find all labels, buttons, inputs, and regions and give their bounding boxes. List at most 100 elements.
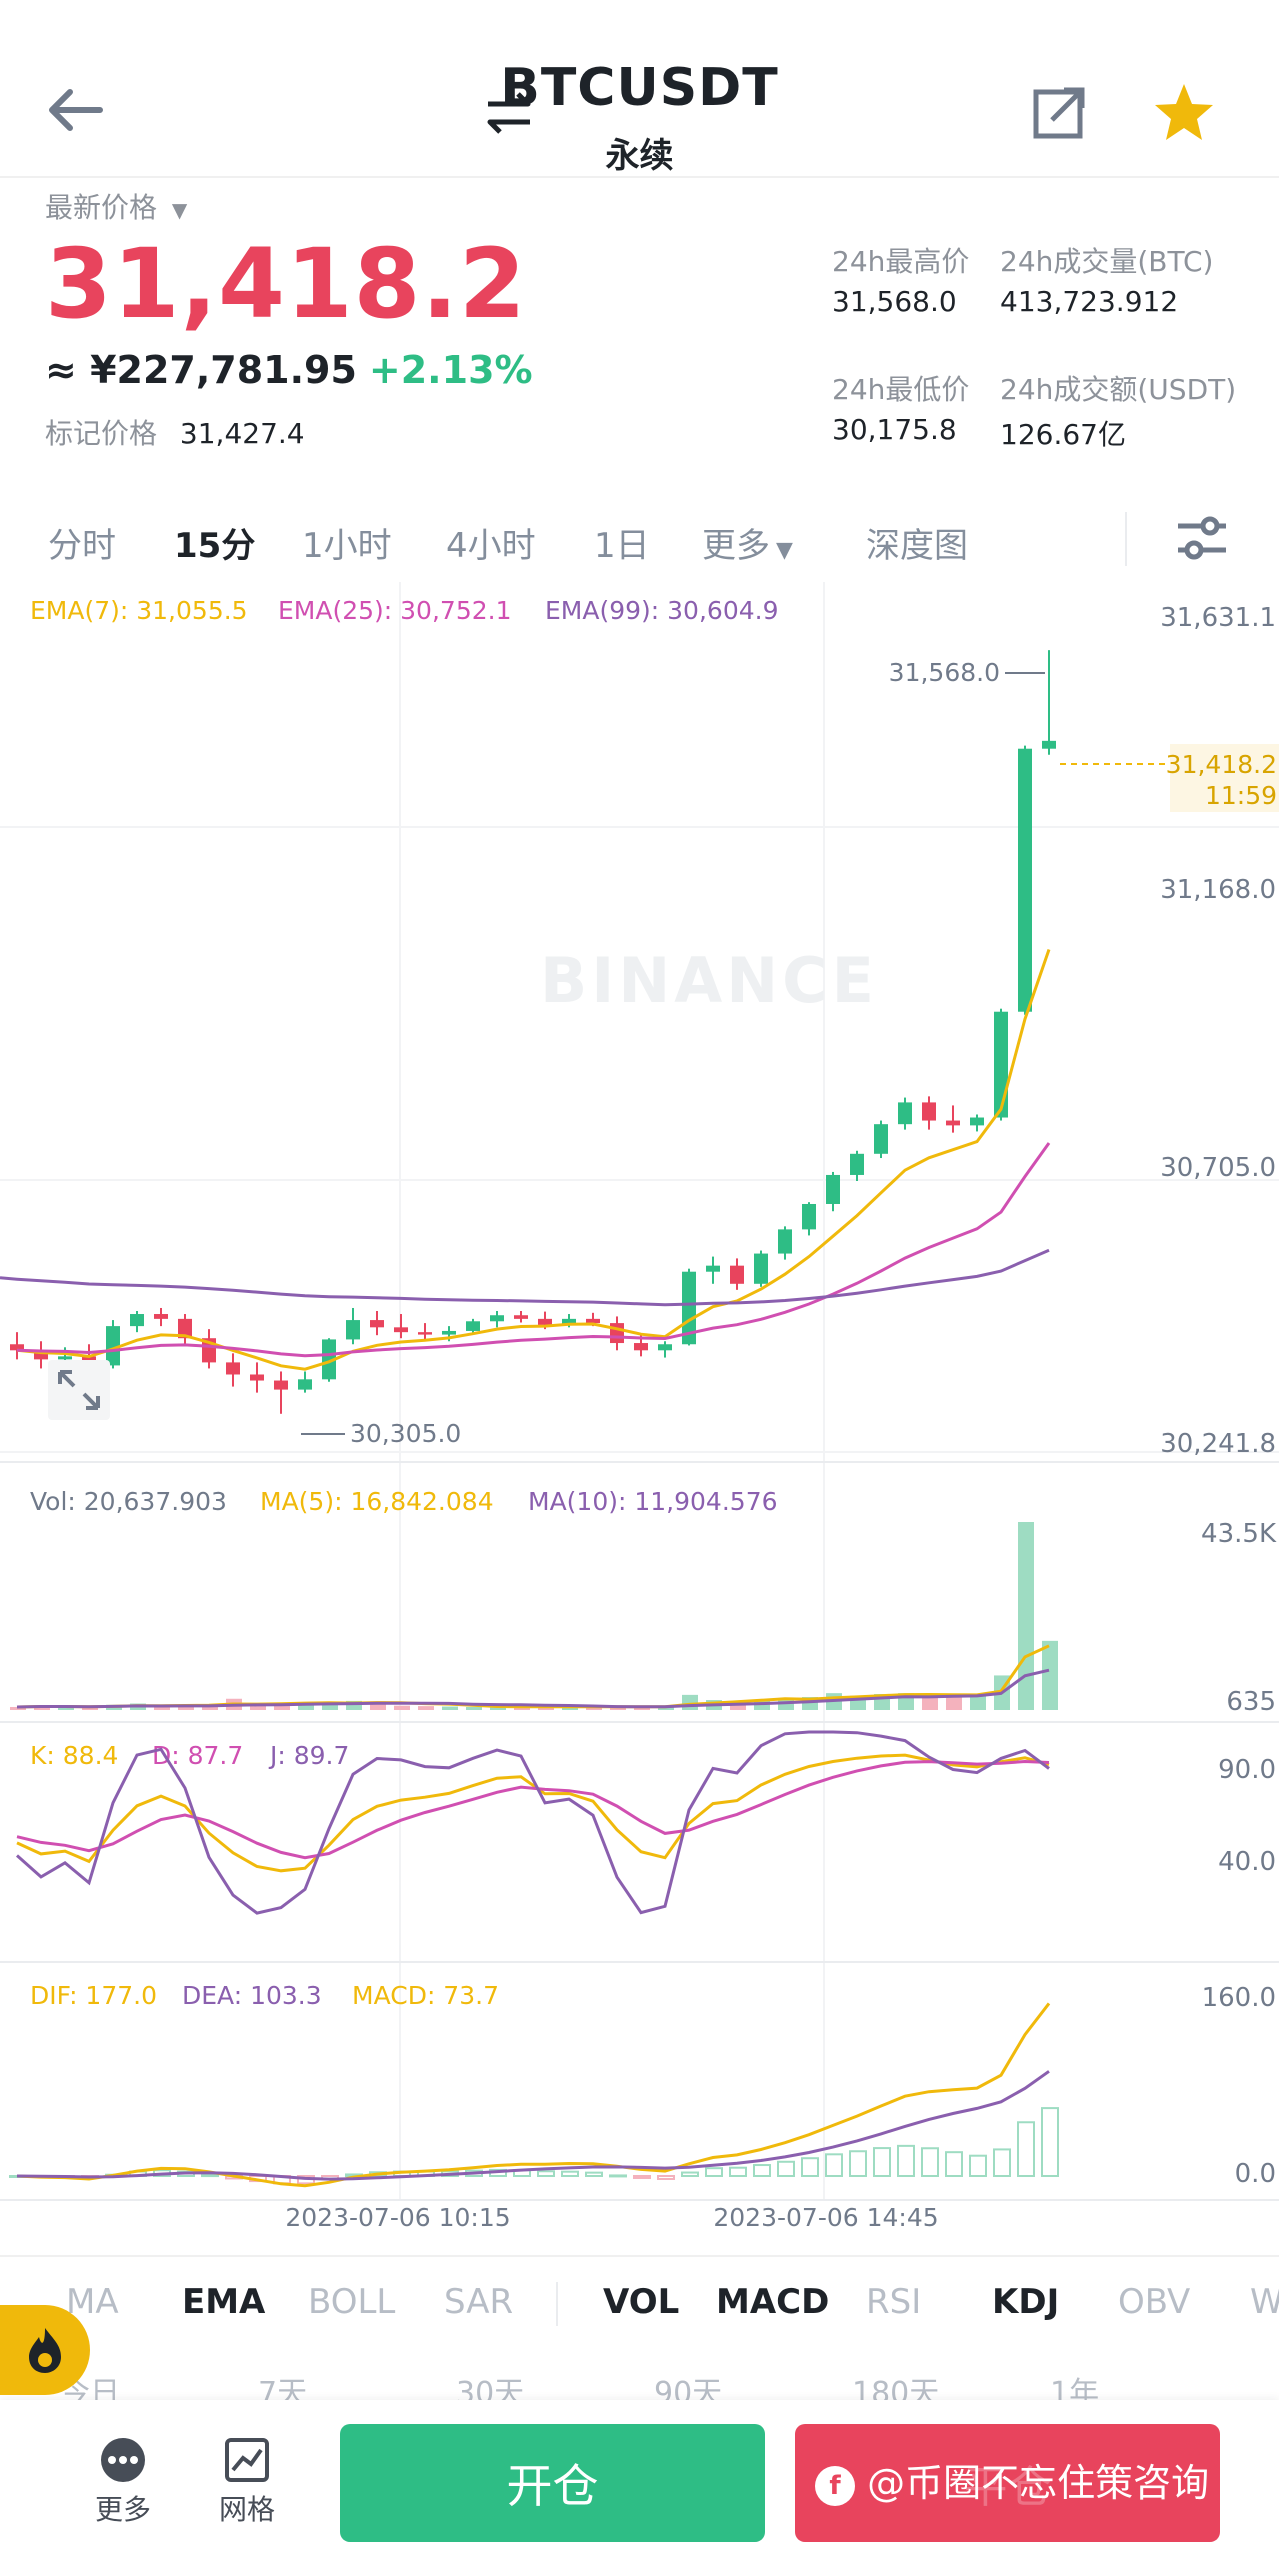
favorite-button[interactable] xyxy=(1152,80,1216,144)
candle-body xyxy=(658,1344,672,1351)
candle-body xyxy=(394,1327,408,1333)
candle-body xyxy=(130,1314,144,1327)
hot-button[interactable] xyxy=(0,2305,90,2395)
arrow-left-icon xyxy=(49,89,103,131)
macd-bar xyxy=(1041,2107,1059,2177)
volume-bar xyxy=(514,1706,530,1710)
grid-chart-icon xyxy=(225,2438,269,2482)
tab-divider xyxy=(1125,512,1127,566)
macd-dea-legend: DEA: 103.3 xyxy=(182,1981,322,2010)
watermark-logo-icon: f xyxy=(815,2465,855,2506)
indicator-kdj[interactable]: KDJ xyxy=(992,2282,1060,2322)
macd-value-legend: MACD: 73.7 xyxy=(352,1981,499,2010)
macd-legend: DIF: 177.0 DEA: 103.3 MACD: 73.7 xyxy=(30,1981,499,2010)
candle xyxy=(178,1314,192,1345)
tab-more[interactable]: 更多 ▼ xyxy=(702,518,793,567)
volume-bar xyxy=(178,1705,194,1710)
latest-price-selector[interactable]: 最新价格 ▼ xyxy=(45,186,187,226)
volume-bar xyxy=(562,1706,578,1710)
chart-settings-button[interactable] xyxy=(1174,514,1230,564)
flame-icon xyxy=(29,2328,61,2373)
macd-bar xyxy=(657,2175,675,2180)
macd-histogram xyxy=(9,2107,1059,2185)
latest-price-label: 最新价格 xyxy=(45,191,158,224)
kdj-j-legend: J: 89.7 xyxy=(268,1741,349,1770)
indicator-w[interactable]: W xyxy=(1250,2282,1279,2322)
macd-tick: 0.0 xyxy=(1235,2159,1276,2189)
kdj-k-legend: K: 88.4 xyxy=(30,1741,118,1770)
tab-15m[interactable]: 15分 xyxy=(174,526,256,566)
vol-ma5-legend: MA(5): 16,842.084 xyxy=(260,1487,494,1516)
more-button[interactable]: 更多 xyxy=(88,2436,158,2528)
macd-bar xyxy=(993,2148,1011,2178)
close-position-button[interactable]: 平仓 xyxy=(795,2424,1220,2542)
vol-tick: 43.5K xyxy=(1201,1519,1277,1549)
candle-body xyxy=(514,1315,528,1319)
macd-bar xyxy=(969,2154,987,2178)
macd-bar xyxy=(921,2147,939,2178)
candle-body xyxy=(706,1265,720,1272)
candle-body xyxy=(274,1380,288,1390)
candle-body xyxy=(850,1153,864,1175)
macd-bar xyxy=(201,2174,219,2178)
volume-bar xyxy=(346,1700,362,1710)
price-cny: ≈ ¥227,781.95 xyxy=(45,348,357,392)
volume-bar xyxy=(1018,1522,1034,1710)
candle xyxy=(34,1341,48,1369)
watermark: BINANCE xyxy=(540,944,878,1017)
volume-bar xyxy=(466,1706,482,1710)
candle-body xyxy=(994,1011,1008,1118)
candle xyxy=(394,1314,408,1339)
swap-pair-icon[interactable] xyxy=(484,88,534,138)
kdj-k-line xyxy=(16,1753,1050,1873)
indicator-obv[interactable]: OBV xyxy=(1118,2282,1191,2322)
indicator-ema[interactable]: EMA xyxy=(182,2282,266,2322)
indicator-boll[interactable]: BOLL xyxy=(308,2282,396,2322)
source-watermark: f @币圈不忘住策咨询 xyxy=(815,2452,1209,2507)
vol-usdt-value: 126.67亿 xyxy=(1000,418,1126,451)
tab-1d[interactable]: 1日 xyxy=(594,526,650,566)
candle-body xyxy=(418,1332,432,1335)
indicator-vol[interactable]: VOL xyxy=(603,2282,680,2322)
kdj-j-line xyxy=(16,1730,1050,1915)
indicator-sar[interactable]: SAR xyxy=(444,2282,514,2322)
candle xyxy=(370,1311,384,1336)
symbol-title[interactable]: BTCUSDT xyxy=(500,58,779,118)
kdj-tick: 40.0 xyxy=(1218,1847,1276,1877)
volume-bar xyxy=(394,1705,410,1710)
indicator-macd[interactable]: MACD xyxy=(716,2282,830,2322)
candle-body xyxy=(634,1343,648,1351)
price-change: +2.13% xyxy=(368,348,533,392)
low-value: 30,175.8 xyxy=(832,413,957,446)
macd-bar xyxy=(1017,2121,1035,2177)
price-cny-row: ≈ ¥227,781.95 +2.13% xyxy=(45,348,533,392)
price-axis: 31,631.1 31,168.0 30,705.0 30,241.8 xyxy=(1160,603,1276,1459)
tab-timeline[interactable]: 分时 xyxy=(48,526,116,566)
candle xyxy=(970,1114,984,1132)
star-icon xyxy=(1155,84,1213,140)
macd-bar xyxy=(609,2174,627,2178)
volume-bar xyxy=(298,1702,314,1710)
candle-body xyxy=(922,1102,936,1121)
candle xyxy=(826,1171,840,1212)
share-button[interactable] xyxy=(1030,82,1090,142)
tab-4h[interactable]: 4小时 xyxy=(446,526,536,566)
candle xyxy=(10,1332,24,1360)
open-position-button[interactable]: 开仓 xyxy=(340,2424,765,2542)
candle-body xyxy=(610,1323,624,1344)
candle-body xyxy=(154,1314,168,1319)
tab-1h[interactable]: 1小时 xyxy=(302,526,392,566)
kline-chart[interactable]: BINANCE EMA(7): 31,055.5 EMA(25): 30,752… xyxy=(0,582,1279,2272)
indicator-rsi[interactable]: RSI xyxy=(866,2282,922,2322)
macd-bar xyxy=(801,2157,819,2178)
vol-usdt-label: 24h成交额(USDT) xyxy=(1000,373,1237,406)
candle xyxy=(850,1150,864,1182)
back-button[interactable] xyxy=(40,80,110,140)
grid-button[interactable]: 网格 xyxy=(212,2436,282,2528)
macd-bar xyxy=(681,2171,699,2177)
candle xyxy=(226,1353,240,1387)
tab-depth[interactable]: 深度图 xyxy=(866,526,968,566)
candle-body xyxy=(1042,740,1056,749)
close-position-label: 平仓 xyxy=(963,2462,1052,2513)
candle-body xyxy=(538,1318,552,1325)
